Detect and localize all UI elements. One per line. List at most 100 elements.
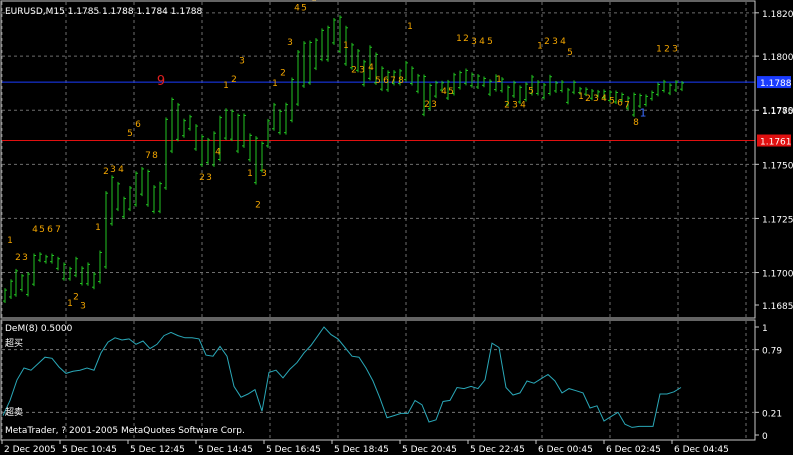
count-label: 4 bbox=[520, 101, 526, 111]
count-label: 5 bbox=[39, 225, 45, 235]
blue-price-label: 1.1788 bbox=[760, 79, 792, 89]
count-label: 1 bbox=[343, 41, 349, 51]
price-tick-label: 1.1700 bbox=[762, 270, 793, 280]
count-label: 2 bbox=[351, 65, 357, 75]
count-label: 5 bbox=[301, 3, 307, 13]
price-tick-label: 1.1685 bbox=[762, 302, 793, 312]
count-label: 3 bbox=[471, 37, 477, 47]
price-tick-label: 1.1750 bbox=[762, 161, 793, 171]
indicator-tick-label: 0.79 bbox=[762, 347, 782, 357]
count-label: 5 bbox=[127, 129, 133, 139]
indicator-panel bbox=[2, 326, 755, 428]
count-label: 6 bbox=[311, 0, 317, 4]
main-panel-frame bbox=[0, 0, 756, 319]
price-tick-label: 1.1780 bbox=[762, 106, 793, 116]
time-tick-label: 5 Dec 16:45 bbox=[266, 445, 321, 455]
count-label: 5 bbox=[567, 48, 573, 58]
count-label: 3 bbox=[261, 169, 267, 179]
count-label: 2 bbox=[664, 45, 670, 55]
time-tick-label: 6 Dec 00:45 bbox=[538, 445, 593, 455]
price-bars bbox=[3, 15, 684, 304]
count-label: 6 bbox=[47, 225, 53, 235]
count-label: 6 bbox=[383, 76, 389, 86]
copyright-text: MetaTrader, ? 2001-2005 MetaQuotes Softw… bbox=[5, 426, 245, 436]
time-tick-label: 5 Dec 22:45 bbox=[470, 445, 525, 455]
count-label: 2 bbox=[73, 292, 79, 302]
count-label: 1 bbox=[95, 223, 101, 233]
count-label: 4 bbox=[560, 37, 566, 47]
grid-lines bbox=[1, 2, 755, 439]
count-label: 5 bbox=[448, 87, 454, 97]
count-label: 2 bbox=[504, 101, 510, 111]
price-tick-label: 1.1800 bbox=[762, 53, 793, 63]
count-label: 1 bbox=[67, 299, 73, 309]
count-label: 3 bbox=[110, 165, 116, 175]
count-label: 1 bbox=[272, 79, 278, 89]
count-label: 5 bbox=[528, 87, 534, 97]
time-tick-label: 5 Dec 12:45 bbox=[130, 445, 185, 455]
count-label: 2 bbox=[231, 75, 237, 85]
count-label: 1 bbox=[656, 45, 662, 55]
time-tick-label: 5 Dec 14:45 bbox=[198, 445, 253, 455]
count-label: 2 bbox=[199, 173, 205, 183]
count-label: 3 bbox=[672, 45, 678, 55]
count-label: 3 bbox=[512, 101, 518, 111]
red-price-box bbox=[757, 134, 791, 147]
count-label: 3 bbox=[206, 173, 212, 183]
count-label: 3 bbox=[80, 301, 86, 311]
count-label: 4 bbox=[441, 87, 447, 97]
time-tick-label: 5 Dec 20:45 bbox=[402, 445, 457, 455]
price-tick-label: 1.1820 bbox=[762, 10, 793, 20]
count-label: 7 bbox=[624, 101, 630, 111]
count-label: 4 bbox=[118, 165, 124, 175]
count-label: 3 bbox=[287, 38, 293, 48]
count-label: 2 bbox=[280, 69, 286, 79]
count-label: 1 bbox=[578, 92, 584, 102]
time-tick-label: 5 Dec 10:45 bbox=[62, 445, 117, 455]
indicator-tick-label: 0 bbox=[762, 432, 768, 442]
count-label: 5 bbox=[609, 96, 615, 106]
count-label: 1 bbox=[407, 22, 413, 32]
count-label: 3 bbox=[552, 37, 558, 47]
count-label: 7 bbox=[145, 151, 151, 161]
price-tick-label: 1.1725 bbox=[762, 215, 793, 225]
blue-count-label: 1 bbox=[640, 107, 647, 120]
count-label: 5 bbox=[375, 76, 381, 86]
count-label: 4 bbox=[368, 63, 374, 73]
count-label: 7 bbox=[390, 76, 396, 86]
indicator-title: DeM(8) 0.5000 bbox=[5, 324, 73, 334]
overbought-label: 超买 bbox=[5, 337, 23, 349]
setup-nine-label: 9 bbox=[157, 74, 165, 89]
count-label: 1 bbox=[247, 169, 253, 179]
count-label: 2 bbox=[103, 167, 109, 177]
count-label: 1 bbox=[7, 236, 13, 246]
time-tick-label: 6 Dec 04:45 bbox=[674, 445, 729, 455]
count-label: 8 bbox=[633, 118, 639, 128]
count-label: 3 bbox=[593, 94, 599, 104]
price-levels: 1.1788 1.1761 bbox=[2, 76, 792, 148]
count-label: 4 bbox=[601, 94, 607, 104]
count-label: 8 bbox=[398, 76, 404, 86]
count-label: 1 bbox=[223, 81, 229, 91]
count-label: 7 bbox=[55, 225, 61, 235]
count-label: 2 bbox=[424, 100, 430, 110]
count-labels: 1234567123123456789234123132123456789123… bbox=[7, 0, 678, 311]
count-label: 3 bbox=[22, 253, 28, 263]
indicator-tick-label: 1 bbox=[762, 324, 768, 334]
indicator-panel-frame bbox=[0, 319, 756, 441]
time-tick-label: 2 Dec 2005 bbox=[4, 445, 56, 455]
count-label: 3 bbox=[431, 100, 437, 110]
chart-header: EURUSD,M15 1.1785 1.1788 1.1784 1.1788 bbox=[5, 7, 203, 17]
count-label: 1 bbox=[496, 75, 502, 85]
count-label: 4 bbox=[215, 148, 221, 158]
count-label: 4 bbox=[479, 37, 485, 47]
count-label: 2 bbox=[585, 94, 591, 104]
blue-price-box bbox=[757, 76, 791, 89]
count-label: 6 bbox=[617, 99, 623, 109]
count-label: 1 bbox=[456, 34, 462, 44]
count-label: 2 bbox=[255, 200, 261, 210]
count-label: 5 bbox=[487, 37, 493, 47]
